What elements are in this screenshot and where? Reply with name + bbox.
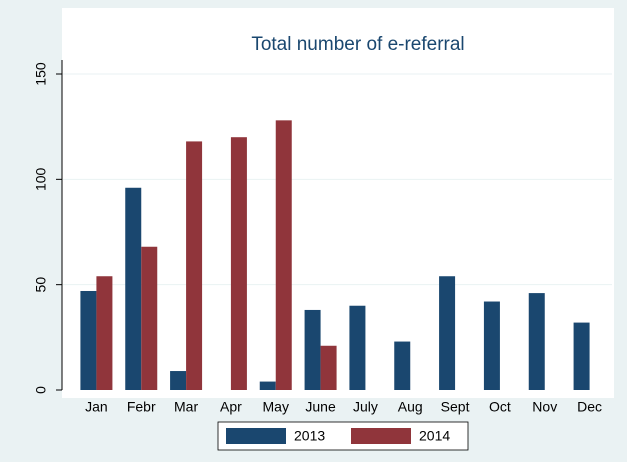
x-tick-label: July: [353, 399, 378, 415]
bar: [349, 305, 366, 390]
legend-swatch: [351, 428, 411, 444]
x-tick-label: Mar: [174, 399, 198, 415]
bar: [230, 137, 247, 390]
bar: [320, 345, 337, 390]
chart-title: Total number of e-referral: [251, 34, 464, 55]
bar: [96, 276, 113, 390]
bar: [125, 187, 142, 390]
bar: [80, 290, 97, 390]
x-tick-label: Dec: [577, 399, 602, 415]
y-tick-label: 50: [33, 277, 49, 293]
bar: [275, 120, 292, 390]
legend-label: 2014: [419, 428, 450, 444]
x-tick-label: June: [305, 399, 336, 415]
bar: [259, 381, 276, 390]
x-tick-label: Febr: [127, 399, 156, 415]
bar: [394, 341, 411, 390]
bar: [141, 246, 158, 390]
legend: [217, 421, 469, 451]
y-tick-label: 150: [33, 62, 49, 86]
x-tick-label: Sept: [441, 399, 470, 415]
legend-swatch: [226, 428, 286, 444]
bar: [304, 309, 321, 390]
x-tick-label: Apr: [220, 399, 242, 415]
bar: [186, 141, 203, 390]
y-tick-label: 100: [33, 167, 49, 191]
bar: [483, 301, 500, 390]
bar: [528, 293, 545, 390]
legend-label: 2013: [294, 428, 325, 444]
x-tick-label: Jan: [85, 399, 108, 415]
bar: [170, 371, 187, 390]
x-tick-label: Oct: [489, 399, 511, 415]
x-tick-label: Aug: [398, 399, 423, 415]
y-tick-label: 0: [33, 386, 49, 394]
x-tick-label: Nov: [532, 399, 557, 415]
bar: [439, 276, 456, 390]
x-tick-label: May: [263, 399, 289, 415]
bar: [573, 322, 590, 390]
